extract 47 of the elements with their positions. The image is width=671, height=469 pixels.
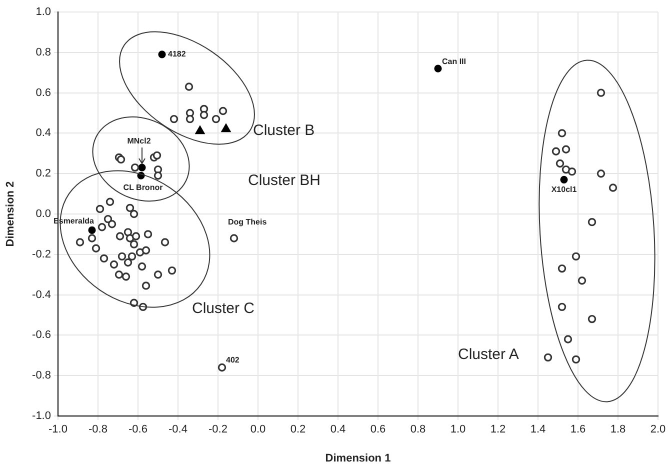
- x-tick-label: 2.0: [650, 424, 666, 436]
- point: [158, 50, 166, 58]
- annotation: Dog Theis: [228, 217, 268, 226]
- annotation: Cluster BH: [248, 172, 321, 190]
- x-tick-label: 1.2: [490, 424, 506, 436]
- point: [221, 124, 231, 132]
- y-tick-label: -0.8: [32, 370, 51, 382]
- x-tick-label: 0.2: [290, 424, 306, 436]
- y-tick-label: 0.4: [36, 127, 51, 140]
- y-tick-label: -0.6: [32, 329, 51, 342]
- x-tick-label: 0.8: [410, 424, 426, 436]
- x-tick-label: -0.4: [168, 424, 188, 436]
- annotation: X10cl1: [551, 184, 578, 194]
- annotation: 402: [226, 356, 240, 365]
- x-tick-label: -0.8: [88, 424, 108, 436]
- x-axis-title: Dimension 1: [325, 452, 391, 464]
- x-tick-label: 1.4: [530, 424, 546, 436]
- x-tick-label: 1.8: [610, 424, 626, 436]
- x-tick-label: 0.0: [250, 424, 266, 436]
- point: [138, 164, 146, 172]
- x-tick-label: 1.0: [450, 424, 466, 436]
- y-tick-label: 1.0: [36, 6, 51, 18]
- x-tick-label: 0.6: [370, 424, 386, 436]
- x-tick-label: -0.2: [208, 424, 228, 436]
- point: [195, 126, 205, 134]
- x-tick-label: -0.6: [128, 424, 148, 436]
- x-tick-label: 1.6: [570, 424, 586, 436]
- point: [560, 176, 568, 184]
- point: [88, 226, 96, 234]
- annotation: Cluster A: [458, 346, 519, 364]
- y-tick-label: 0.2: [36, 168, 51, 180]
- annotation: Cluster C: [192, 300, 255, 318]
- annotation: MNcl2: [127, 136, 152, 146]
- y-tick-label: 0.0: [36, 208, 51, 220]
- y-axis-title: Dimension 2: [4, 181, 17, 247]
- y-tick-label: 0.6: [36, 86, 51, 99]
- y-tick-label: 0.8: [36, 46, 51, 58]
- y-tick-label: -0.4: [32, 288, 51, 301]
- x-tick-label: 0.4: [330, 424, 346, 436]
- annotation: Cluster B: [253, 122, 315, 140]
- y-tick-label: -0.2: [32, 248, 51, 260]
- x-tick-label: -1.0: [48, 424, 68, 436]
- annotation: Can III: [442, 56, 466, 66]
- annotation: 4182: [168, 50, 186, 59]
- point: [434, 64, 442, 72]
- y-tick-label: -1.0: [32, 410, 51, 422]
- annotation: CL Bronor: [123, 182, 163, 192]
